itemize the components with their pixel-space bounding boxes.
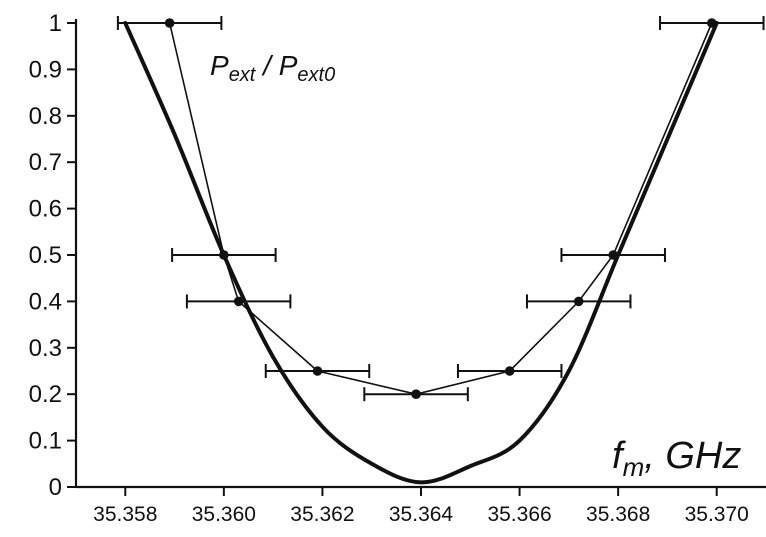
x-tick-label: 35.366 bbox=[487, 503, 551, 526]
y-tick-label: 0.7 bbox=[29, 149, 62, 176]
data-point bbox=[706, 18, 717, 28]
y-tick-label: 1 bbox=[49, 10, 62, 37]
data-point bbox=[411, 389, 421, 400]
x-tick-label: 35.368 bbox=[586, 503, 650, 526]
measured-series bbox=[116, 16, 765, 402]
y-quantity-label: Pext / Pext0 bbox=[210, 50, 335, 86]
x-tick-label: 35.360 bbox=[192, 503, 256, 526]
thick-curve-series bbox=[123, 21, 719, 485]
axes bbox=[74, 19, 766, 489]
x-tick-label: 35.358 bbox=[93, 503, 157, 526]
x-tick-label: 35.362 bbox=[290, 503, 354, 526]
y-tick-label: 0.9 bbox=[29, 56, 62, 83]
data-point bbox=[219, 250, 229, 260]
y-tick-label: 0.5 bbox=[29, 242, 62, 269]
y-tick-label: 0.4 bbox=[29, 288, 62, 315]
data-point bbox=[233, 296, 244, 307]
y-axis-ticks: 0 0.1 0.2 0.3 0.4 0.5 0.6 0.7 0.8 0.9 1 bbox=[29, 10, 76, 501]
y-tick-label: 0.3 bbox=[29, 335, 62, 362]
x-quantity-label: fm, GHz bbox=[612, 435, 741, 482]
data-point bbox=[608, 250, 619, 260]
data-point bbox=[164, 18, 175, 28]
thick-curve bbox=[123, 21, 719, 485]
y-tick-label: 0.2 bbox=[29, 381, 62, 408]
data-point bbox=[312, 366, 323, 376]
x-axis-ticks: 35.358 35.360 35.362 35.364 35.366 35.368 35.3… bbox=[93, 487, 749, 526]
data-point bbox=[504, 366, 515, 376]
y-tick-label: 0.1 bbox=[29, 428, 62, 455]
y-tick-label: 0 bbox=[49, 474, 62, 501]
y-tick-label: 0.6 bbox=[29, 196, 62, 223]
data-point bbox=[573, 296, 584, 307]
y-tick-label: 0.8 bbox=[29, 103, 62, 130]
x-tick-label: 35.364 bbox=[389, 503, 454, 526]
x-tick-label: 35.370 bbox=[685, 503, 749, 526]
